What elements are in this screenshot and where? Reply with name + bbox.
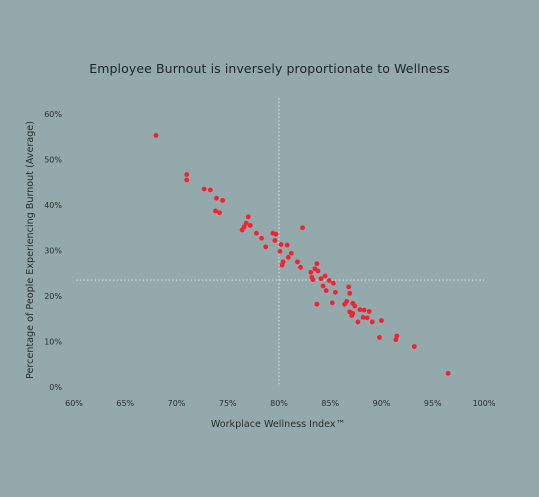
chart-title: Employee Burnout is inversely proportion… bbox=[89, 61, 450, 76]
x-tick-label: 95% bbox=[424, 399, 442, 408]
data-point bbox=[214, 195, 219, 201]
y-tick-label: 50% bbox=[44, 156, 62, 165]
y-axis-label: Percentage of People Experiencing Burnou… bbox=[25, 121, 36, 379]
y-tick-label: 20% bbox=[44, 292, 62, 301]
data-point bbox=[254, 230, 259, 236]
x-tick-label: 85% bbox=[321, 399, 339, 408]
data-point bbox=[323, 288, 329, 293]
x-axis-ticks: 60% 65% 70% 75% 80% 85% 90% 95% 100% bbox=[65, 399, 496, 408]
data-point bbox=[360, 314, 366, 320]
y-tick-label: 30% bbox=[44, 247, 62, 256]
data-point bbox=[217, 210, 222, 216]
x-tick-label: 70% bbox=[168, 399, 186, 408]
data-point bbox=[349, 313, 355, 318]
data-point bbox=[357, 307, 363, 313]
data-point bbox=[330, 280, 336, 286]
data-point bbox=[308, 269, 314, 275]
data-point bbox=[298, 264, 303, 270]
data-point bbox=[213, 208, 218, 214]
x-axis-label: Workplace Wellness Index™ bbox=[211, 419, 345, 430]
data-point bbox=[366, 309, 372, 314]
data-point bbox=[326, 278, 332, 283]
data-point bbox=[239, 227, 245, 233]
data-point bbox=[184, 172, 190, 177]
data-point bbox=[315, 268, 321, 274]
x-tick-label: 90% bbox=[373, 399, 391, 408]
data-point bbox=[278, 242, 284, 247]
y-tick-label: 10% bbox=[44, 338, 62, 347]
data-point bbox=[318, 276, 324, 282]
y-axis-ticks: 0% 10% 20% 30% 40% 50% 60% bbox=[44, 110, 62, 392]
x-tick-label: 100% bbox=[473, 399, 496, 408]
reference-lines bbox=[76, 98, 484, 387]
data-point bbox=[314, 301, 320, 307]
x-tick-label: 75% bbox=[219, 399, 237, 408]
x-tick-label: 80% bbox=[270, 399, 288, 408]
x-tick-label: 65% bbox=[116, 399, 134, 408]
data-point bbox=[310, 277, 316, 283]
data-point bbox=[279, 262, 285, 268]
data-point bbox=[247, 223, 253, 228]
data-point bbox=[445, 370, 451, 376]
x-tick-label: 60% bbox=[65, 399, 83, 408]
data-point bbox=[364, 315, 370, 321]
data-point bbox=[273, 231, 279, 237]
data-point bbox=[277, 249, 283, 254]
data-point bbox=[243, 220, 249, 226]
data-point bbox=[322, 273, 328, 279]
y-tick-label: 0% bbox=[49, 383, 62, 392]
data-point bbox=[361, 307, 367, 313]
data-point bbox=[347, 290, 353, 296]
data-point bbox=[153, 132, 159, 138]
data-point bbox=[288, 250, 294, 256]
data-point bbox=[355, 319, 361, 325]
data-point bbox=[346, 284, 352, 290]
data-point bbox=[263, 244, 269, 250]
data-point bbox=[379, 318, 384, 323]
data-point bbox=[329, 300, 335, 306]
data-point bbox=[300, 225, 305, 231]
data-point bbox=[245, 214, 251, 220]
data-points bbox=[153, 132, 451, 376]
data-point bbox=[207, 187, 213, 193]
data-point bbox=[332, 289, 338, 295]
y-tick-label: 40% bbox=[44, 201, 62, 210]
y-tick-label: 60% bbox=[44, 110, 62, 119]
data-point bbox=[184, 177, 190, 183]
data-point bbox=[259, 235, 264, 241]
data-point bbox=[285, 254, 291, 260]
data-point bbox=[377, 335, 382, 340]
data-point bbox=[314, 261, 320, 267]
data-point bbox=[394, 333, 400, 339]
data-point bbox=[411, 344, 417, 349]
data-point bbox=[295, 259, 300, 265]
data-point bbox=[393, 337, 399, 343]
data-point bbox=[369, 319, 375, 325]
data-point bbox=[272, 238, 278, 243]
data-point bbox=[352, 303, 358, 309]
data-point bbox=[220, 198, 226, 203]
data-point bbox=[320, 283, 326, 289]
data-point bbox=[342, 301, 347, 307]
data-point bbox=[284, 242, 290, 248]
data-point bbox=[201, 186, 207, 192]
